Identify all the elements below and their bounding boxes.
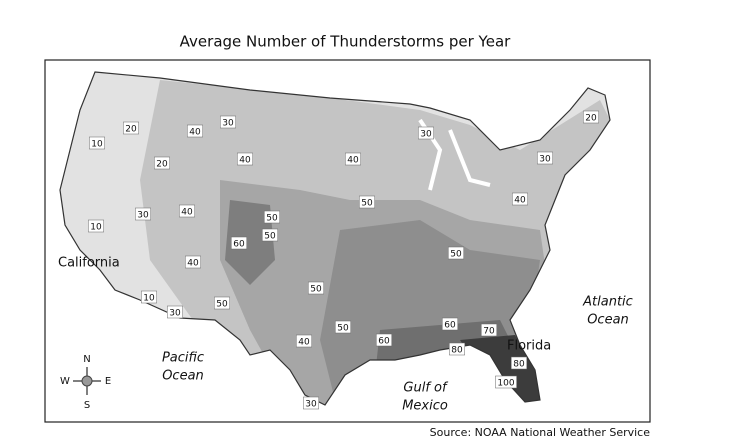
- contour-label: 30: [169, 309, 181, 319]
- contour-label: 30: [539, 155, 551, 165]
- place-label: Florida: [507, 339, 551, 354]
- contour-label: 50: [266, 214, 278, 224]
- contour-label-box: [141, 290, 157, 304]
- contour-label-box: [88, 219, 104, 233]
- contour-label-box: [449, 342, 465, 356]
- place-label: California: [58, 256, 120, 271]
- water-label: Ocean: [162, 369, 204, 384]
- contour-label: 40: [181, 208, 193, 218]
- compass-letter: E: [105, 376, 111, 387]
- contour-label-box: [187, 124, 203, 138]
- contour-label-box: [511, 356, 527, 370]
- compass-letter: N: [83, 354, 90, 365]
- contour-label-box: [185, 255, 201, 269]
- contour-label-box: [179, 204, 195, 218]
- contour-label: 10: [143, 294, 155, 304]
- contour-label-box: [296, 334, 312, 348]
- contour-label: 60: [378, 337, 390, 347]
- contour-label: 20: [585, 114, 597, 124]
- contour-label-box: [442, 317, 458, 331]
- contour-label-box: [583, 110, 599, 124]
- source: Source: NOAA National Weather Service: [430, 426, 651, 439]
- contour-label-box: [308, 281, 324, 295]
- contour-label-box: [418, 126, 434, 140]
- contour-label: 30: [420, 130, 432, 140]
- contour-label-box: [220, 115, 236, 129]
- contour-label: 20: [156, 160, 168, 170]
- contour-label: 50: [264, 232, 276, 242]
- contour-label: 80: [513, 360, 525, 370]
- contour-label-box: [537, 151, 553, 165]
- contour-label-box: [167, 305, 183, 319]
- contour-label: 60: [444, 321, 456, 331]
- contour-label: 40: [189, 128, 201, 138]
- contour-label-box: [335, 320, 351, 334]
- contour-label-box: [135, 207, 151, 221]
- contour-label: 70: [483, 327, 495, 337]
- contour-label-box: [345, 152, 361, 166]
- water-label: Atlantic: [582, 295, 633, 310]
- contour-label: 10: [91, 140, 103, 150]
- contour-label: 50: [450, 250, 462, 260]
- contour-label: 20: [125, 125, 137, 135]
- water-label: Gulf of: [403, 381, 449, 396]
- water-label: Ocean: [587, 313, 629, 328]
- contour-label: 30: [222, 119, 234, 129]
- contour-label-box: [264, 210, 280, 224]
- contour-label: 50: [361, 199, 373, 209]
- contour-label-box: [237, 152, 253, 166]
- contour-label-box: [154, 156, 170, 170]
- contour-label-box: [89, 136, 105, 150]
- contour-label: 100: [497, 379, 514, 389]
- contour-label: 40: [239, 156, 251, 166]
- compass: N E S W: [60, 354, 111, 411]
- water-label: Mexico: [402, 399, 448, 414]
- contour-label: 40: [298, 338, 310, 348]
- contour-label: 50: [216, 300, 228, 310]
- contour-label: 40: [514, 196, 526, 206]
- contour-label-box: [214, 296, 230, 310]
- contour-label: 50: [337, 324, 349, 334]
- contour-label: 10: [90, 223, 102, 233]
- water-label: Pacific: [162, 351, 204, 366]
- contour-label: 30: [305, 400, 317, 410]
- map-title: Average Number of Thunderstorms per Year: [180, 33, 511, 51]
- contour-label-box: [231, 236, 247, 250]
- contour-label-box: [123, 121, 139, 135]
- contour-label: 30: [137, 211, 149, 221]
- compass-letter: W: [60, 376, 70, 387]
- contour-label: 60: [233, 240, 245, 250]
- compass-letter: S: [84, 400, 90, 411]
- contour-label-box: [303, 396, 319, 410]
- contour-label: 50: [310, 285, 322, 295]
- contour-label: 40: [347, 156, 359, 166]
- contour-label-box: [376, 333, 392, 347]
- contour-labels: 20 10 20 40 30 40 30 20 40 30 30 40 10 50 50 60 50 40 50 40…: [88, 110, 599, 410]
- contour-label-box: [512, 192, 528, 206]
- contour-label-box: [359, 195, 375, 209]
- contour-label-box: [481, 323, 497, 337]
- contour-label: 40: [187, 259, 199, 269]
- contour-label-box: [495, 375, 517, 389]
- contour-label: 80: [451, 346, 463, 356]
- contour-label-box: [262, 228, 278, 242]
- contour-label-box: [448, 246, 464, 260]
